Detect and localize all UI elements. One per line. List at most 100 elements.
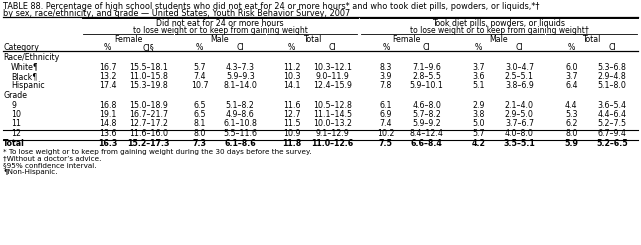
Text: %: % [196, 43, 203, 52]
Text: %: % [104, 43, 112, 52]
Text: 2.5–5.1: 2.5–5.1 [505, 72, 534, 81]
Text: 10.9: 10.9 [283, 129, 301, 138]
Text: 10: 10 [11, 110, 21, 119]
Text: 8.3: 8.3 [379, 62, 392, 72]
Text: 6.1: 6.1 [379, 100, 392, 110]
Text: 13.6: 13.6 [99, 129, 117, 138]
Text: 11.1–14.5: 11.1–14.5 [313, 110, 352, 119]
Text: 12.4–15.9: 12.4–15.9 [313, 82, 352, 90]
Text: Black¶: Black¶ [11, 72, 37, 81]
Text: CI: CI [423, 43, 431, 52]
Text: 10.2: 10.2 [377, 129, 395, 138]
Text: Total: Total [583, 35, 601, 44]
Text: 5.9: 5.9 [564, 138, 578, 147]
Text: 6.1–10.8: 6.1–10.8 [223, 120, 257, 128]
Text: 16.7–21.7: 16.7–21.7 [129, 110, 168, 119]
Text: CI: CI [237, 43, 244, 52]
Text: 9: 9 [11, 100, 16, 110]
Text: 5.9–10.1: 5.9–10.1 [410, 82, 444, 90]
Text: 5.9–9.2: 5.9–9.2 [412, 120, 441, 128]
Text: 14.1: 14.1 [283, 82, 301, 90]
Text: to lose weight or to keep from gaining weight†: to lose weight or to keep from gaining w… [410, 26, 588, 35]
Text: 6.0: 6.0 [565, 62, 578, 72]
Text: CI: CI [515, 43, 523, 52]
Text: 10.7: 10.7 [191, 82, 208, 90]
Text: CI: CI [608, 43, 616, 52]
Text: 5.1–8.0: 5.1–8.0 [597, 82, 626, 90]
Text: 2.9–4.8: 2.9–4.8 [597, 72, 626, 81]
Text: 2.1–4.0: 2.1–4.0 [505, 100, 534, 110]
Text: 11.0–15.8: 11.0–15.8 [129, 72, 168, 81]
Text: 5.5–11.6: 5.5–11.6 [223, 129, 257, 138]
Text: 4.9–8.6: 4.9–8.6 [226, 110, 254, 119]
Text: †Without a doctor’s advice.: †Without a doctor’s advice. [3, 156, 101, 162]
Text: 9.0–11.9: 9.0–11.9 [315, 72, 349, 81]
Text: Hispanic: Hispanic [11, 82, 45, 90]
Text: 5.7–8.2: 5.7–8.2 [412, 110, 441, 119]
Text: CI: CI [328, 43, 336, 52]
Text: 6.6–8.4: 6.6–8.4 [411, 138, 443, 147]
Text: 5.3: 5.3 [565, 110, 578, 119]
Text: Did not eat for 24 or more hours: Did not eat for 24 or more hours [156, 19, 284, 28]
Text: 15.5–18.1: 15.5–18.1 [129, 62, 168, 72]
Text: 5.7: 5.7 [472, 129, 485, 138]
Text: 10.5–12.8: 10.5–12.8 [313, 100, 352, 110]
Text: Race/Ethnicity: Race/Ethnicity [3, 53, 59, 62]
Text: 6.7–9.4: 6.7–9.4 [597, 129, 626, 138]
Text: 7.5: 7.5 [379, 138, 393, 147]
Text: 6.9: 6.9 [379, 110, 392, 119]
Text: 15.0–18.9: 15.0–18.9 [129, 100, 167, 110]
Text: 5.2–6.5: 5.2–6.5 [596, 138, 628, 147]
Text: 2.9: 2.9 [472, 100, 485, 110]
Text: 12.7: 12.7 [283, 110, 301, 119]
Text: 3.7: 3.7 [565, 72, 578, 81]
Text: 12: 12 [11, 129, 21, 138]
Text: %: % [567, 43, 575, 52]
Text: 4.0–8.0: 4.0–8.0 [505, 129, 534, 138]
Text: 5.1: 5.1 [472, 82, 485, 90]
Text: 11.2: 11.2 [283, 62, 301, 72]
Text: %: % [475, 43, 482, 52]
Text: 7.3: 7.3 [193, 138, 207, 147]
Text: 3.6: 3.6 [472, 72, 485, 81]
Text: 3.0–4.7: 3.0–4.7 [505, 62, 534, 72]
Text: 11.8: 11.8 [282, 138, 301, 147]
Text: 5.7: 5.7 [194, 62, 206, 72]
Text: 7.8: 7.8 [379, 82, 392, 90]
Text: 4.6–8.0: 4.6–8.0 [412, 100, 441, 110]
Text: White¶: White¶ [11, 62, 39, 72]
Text: Total: Total [3, 138, 25, 147]
Text: 3.6–5.4: 3.6–5.4 [597, 100, 626, 110]
Text: 11.0–12.6: 11.0–12.6 [311, 138, 353, 147]
Text: 17.4: 17.4 [99, 82, 117, 90]
Text: %: % [288, 43, 296, 52]
Text: 8.0: 8.0 [565, 129, 578, 138]
Text: 16.8: 16.8 [99, 100, 117, 110]
Text: by sex, race/ethnicity, and grade — United States, Youth Risk Behavior Survey, 2: by sex, race/ethnicity, and grade — Unit… [3, 9, 350, 18]
Text: 11: 11 [11, 120, 21, 128]
Text: 11.5: 11.5 [283, 120, 301, 128]
Text: 15.3–19.8: 15.3–19.8 [129, 82, 167, 90]
Text: 4.2: 4.2 [472, 138, 485, 147]
Text: 5.0: 5.0 [472, 120, 485, 128]
Text: 7.1–9.6: 7.1–9.6 [412, 62, 441, 72]
Text: 8.1: 8.1 [194, 120, 206, 128]
Text: 4.4: 4.4 [565, 100, 578, 110]
Text: 13.2: 13.2 [99, 72, 117, 81]
Text: 5.1–8.2: 5.1–8.2 [226, 100, 254, 110]
Text: 2.9–5.0: 2.9–5.0 [505, 110, 534, 119]
Text: Female: Female [114, 35, 142, 44]
Text: 15.2–17.3: 15.2–17.3 [127, 138, 169, 147]
Text: 11.6–16.0: 11.6–16.0 [129, 129, 168, 138]
Text: 8.4–12.4: 8.4–12.4 [410, 129, 444, 138]
Text: 6.5: 6.5 [194, 100, 206, 110]
Text: to lose weight or to keep from gaining weight: to lose weight or to keep from gaining w… [133, 26, 308, 35]
Text: Took diet pills, powders, or liquids: Took diet pills, powders, or liquids [433, 19, 565, 28]
Text: 6.4: 6.4 [565, 82, 578, 90]
Text: Female: Female [392, 35, 420, 44]
Text: CI§: CI§ [142, 43, 154, 52]
Text: 3.9: 3.9 [379, 72, 392, 81]
Text: Grade: Grade [3, 91, 27, 100]
Text: Category: Category [3, 43, 39, 52]
Text: 8.0: 8.0 [194, 129, 206, 138]
